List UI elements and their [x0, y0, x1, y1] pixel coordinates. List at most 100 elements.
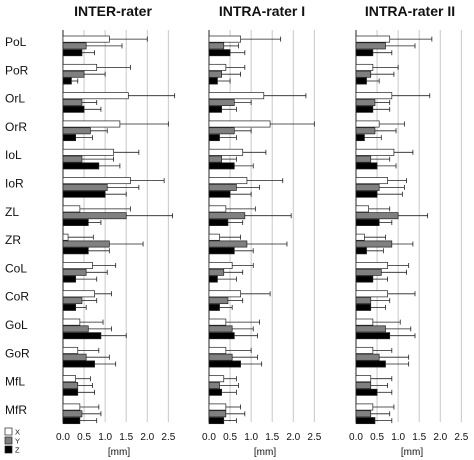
- row-label-MfR: MfR: [5, 403, 27, 417]
- x-axis-label: [mm]: [108, 447, 130, 458]
- bar-X-CoL: [355, 262, 388, 269]
- row-label-ZL: ZL: [5, 205, 19, 219]
- bar-Z-OrR: [355, 134, 365, 142]
- x-tick-label: 0.0: [202, 432, 216, 443]
- bar-X-OrL: [208, 92, 265, 100]
- bar-Z-IoR: [208, 190, 231, 198]
- bar-X-IoL: [208, 148, 244, 156]
- x-tick-label: 2.5: [307, 432, 321, 443]
- bar-X-PoL: [355, 35, 391, 43]
- bar-Y-MfR: [355, 410, 372, 418]
- bar-Z-MfL: [208, 388, 222, 396]
- row-label-GoR: GoR: [5, 346, 30, 360]
- bar-Y-CoR: [208, 297, 229, 305]
- legend-swatch-X: [4, 427, 13, 436]
- legend-label-Y: Y: [15, 437, 20, 446]
- row-label-PoR: PoR: [5, 63, 29, 77]
- bar-X-IoL: [355, 148, 395, 156]
- row-label-ZR: ZR: [5, 233, 21, 247]
- bar-Y-IoR: [62, 183, 108, 191]
- legend-label-X: X: [15, 428, 20, 437]
- legend-label-Z: Z: [15, 446, 20, 455]
- bar-Z-CoR: [208, 303, 220, 311]
- x-tick-label: 1.0: [98, 432, 112, 443]
- bar-Y-OrR: [62, 127, 91, 135]
- row-label-IoR: IoR: [5, 177, 24, 191]
- bar-Z-GoL: [208, 332, 235, 340]
- x-tick-label: 2.0: [140, 432, 154, 443]
- bar-X-GoL: [62, 318, 81, 326]
- bar-Y-IoR: [355, 183, 380, 191]
- bar-X-GoR: [62, 346, 79, 354]
- bar-X-PoL: [208, 35, 241, 43]
- bar-Y-GoR: [62, 353, 87, 361]
- bar-X-CoL: [62, 262, 93, 269]
- x-tick-label: 1.5: [265, 432, 279, 443]
- row-label-OrR: OrR: [5, 120, 27, 134]
- bar-X-PoR: [355, 63, 374, 71]
- bar-Z-IoL: [62, 162, 100, 170]
- legend-swatch-Z: [4, 445, 13, 454]
- bar-X-IoL: [62, 148, 114, 156]
- bar-Z-OrL: [208, 105, 222, 113]
- bar-X-ZL: [355, 205, 369, 213]
- panel-1: INTER-rater 0.0 0.5 1.0 1.5 2.0 2.5 [mm]: [56, 3, 176, 458]
- bar-X-CoR: [62, 290, 95, 298]
- bar-Y-IoL: [355, 155, 372, 163]
- bar-Y-PoR: [62, 70, 85, 78]
- bar-Z-ZL: [62, 219, 89, 226]
- x-tick-label: 1.0: [391, 432, 405, 443]
- x-tick-label: 1.0: [244, 432, 258, 443]
- bar-X-MfL: [208, 375, 225, 383]
- bar-Y-ZL: [62, 212, 127, 220]
- bar-X-MfL: [62, 375, 76, 383]
- bar-Y-ZR: [208, 240, 248, 248]
- bar-Z-OrR: [62, 134, 76, 142]
- bar-Z-ZL: [355, 219, 380, 226]
- panel-title: INTRA-rater II: [365, 3, 455, 19]
- legend: XYZ: [4, 427, 20, 455]
- x-tick-label: 1.5: [412, 432, 426, 443]
- bar-Z-MfL: [355, 388, 378, 396]
- bar-Z-PoR: [208, 77, 218, 85]
- bar-Y-PoL: [355, 42, 386, 50]
- x-tick-label: 1.5: [119, 432, 133, 443]
- bar-Y-GoL: [62, 325, 89, 333]
- x-tick-label: 2.5: [454, 432, 468, 443]
- bar-X-IoR: [355, 177, 388, 185]
- panel-title: INTRA-rater I: [219, 3, 305, 19]
- bar-Z-PoL: [208, 49, 231, 57]
- bar-Z-IoR: [355, 190, 378, 198]
- bar-Z-PoL: [355, 49, 374, 57]
- row-label-GoL: GoL: [5, 318, 28, 332]
- bar-Z-MfR: [208, 417, 225, 425]
- bar-Y-MfL: [62, 382, 79, 389]
- bar-X-MfR: [62, 403, 81, 411]
- bar-Y-IoL: [62, 155, 83, 163]
- bar-Y-PoL: [208, 42, 225, 50]
- bar-X-CoR: [355, 290, 388, 298]
- bar-X-ZR: [62, 233, 69, 241]
- bar-X-PoR: [208, 63, 227, 71]
- bar-X-GoL: [208, 318, 227, 326]
- bar-Z-ZR: [208, 247, 235, 255]
- bar-X-OrR: [208, 120, 271, 128]
- bar-Y-ZL: [208, 212, 246, 220]
- x-tick-label: 0.5: [370, 432, 384, 443]
- bar-Z-GoR: [355, 360, 386, 368]
- bar-Z-PoR: [355, 77, 367, 85]
- panel-3: INTRA-rater II 0.0 0.5 1.0 1.5 2.0 2.5 [mm]: [349, 3, 469, 458]
- bar-Z-CoL: [355, 275, 374, 283]
- x-tick-label: 0.0: [56, 432, 70, 443]
- bar-X-IoR: [208, 177, 248, 185]
- bar-Y-CoR: [62, 297, 83, 305]
- row-label-CoL: CoL: [5, 261, 27, 275]
- bar-Z-CoR: [62, 303, 76, 311]
- bar-Z-MfR: [62, 417, 81, 425]
- bar-Y-PoR: [355, 70, 372, 78]
- bar-X-GoR: [355, 346, 374, 354]
- x-tick-label: 0.0: [349, 432, 363, 443]
- bar-X-OrL: [355, 92, 393, 100]
- bar-Z-GoR: [208, 360, 241, 368]
- row-label-PoL: PoL: [5, 35, 27, 49]
